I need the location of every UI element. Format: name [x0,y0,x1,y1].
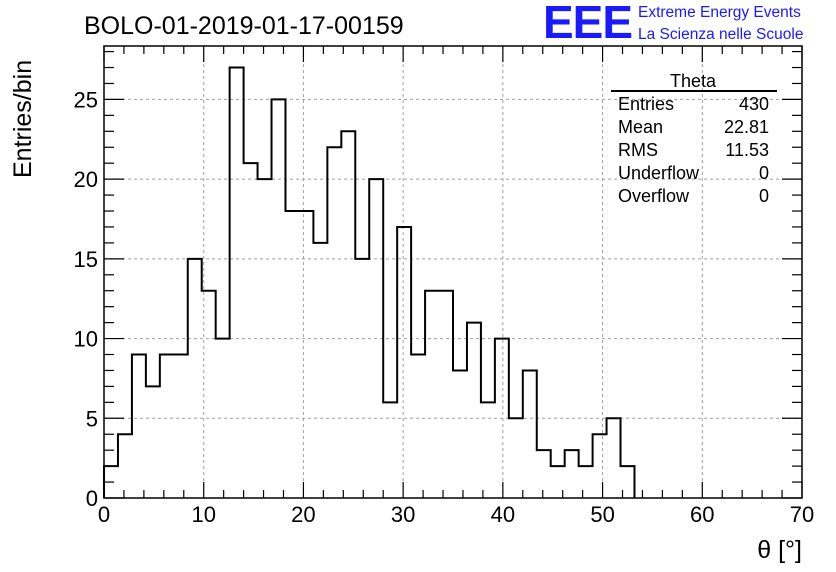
stats-row-value: 430 [739,94,769,114]
chart-title: BOLO-01-2019-01-17-00159 [84,12,404,40]
histogram-bin [579,466,593,498]
stats-row-label: RMS [618,140,658,160]
plot-frame [103,45,803,499]
x-tick-label: 20 [291,502,315,527]
y-tick-label: 10 [74,327,98,352]
histogram-bin [383,402,397,498]
histogram-outline [103,66,636,498]
histogram-bin [509,418,523,498]
histogram-bin [258,179,272,498]
stats-row-value: 11.53 [725,140,769,160]
eee-logo: EEE Extreme Energy Events La Scienza nel… [543,0,833,48]
stats-box: Theta Entries 430 Mean 22.81 RMS 11.53 Underflo… [611,71,777,206]
stats-row-value: 22.81 [724,117,769,137]
stats-row-label: Mean [618,117,663,137]
histogram-bin [118,434,132,498]
histogram-bin [313,243,327,498]
y-tick-label: 0 [86,486,98,511]
histogram-bin [411,355,425,498]
histogram-bin [341,131,355,498]
histogram-bin [188,259,202,498]
x-tick-label: 30 [391,502,415,527]
y-tick-label: 20 [74,167,98,192]
histogram-bin [397,227,411,498]
eee-logo-line1: Extreme Energy Events [638,4,801,21]
histogram-bin [355,259,369,498]
x-tick-label: 0 [98,502,110,527]
histogram-bin [299,211,313,498]
histogram-bin [160,355,174,498]
stats-box-title: Theta [670,71,717,91]
histogram-bin [467,323,481,498]
histogram-bin [439,291,453,498]
x-tick-label: 70 [790,502,814,527]
histogram-bin [565,450,579,498]
histogram-bin [244,163,258,498]
stats-row-value: 0 [759,163,769,183]
histogram-bin [453,370,467,498]
histogram-bin [272,99,286,498]
histogram-bin [174,355,188,498]
histogram-bin [607,418,621,498]
stats-row-label: Underflow [618,163,700,183]
histogram-bin [285,211,299,498]
histogram-bars [103,66,636,498]
y-tick-label: 15 [74,247,98,272]
x-axis-label: θ [°] [757,536,802,564]
stats-row-label: Overflow [618,186,690,206]
histogram-bin [523,370,537,498]
histogram-bin [425,291,439,498]
y-tick-label: 25 [74,87,98,112]
eee-logo-mark: EEE [543,0,633,48]
histogram-bin [593,434,607,498]
x-tick-label: 10 [191,502,215,527]
y-axis-label: Entries/bin [9,60,37,178]
eee-logo-line2: La Scienza nelle Scuole [638,26,804,43]
x-tick-label: 40 [491,502,515,527]
stats-row-label: Entries [618,94,674,114]
plot-border [103,45,803,499]
tick-labels: 0 10 20 30 40 50 60 70 0 5 10 15 20 25 [74,87,815,527]
stats-row-value: 0 [759,186,769,206]
histogram-bin [327,147,341,498]
histogram-bin [146,386,160,498]
x-tick-label: 50 [590,502,614,527]
histogram-bin [230,68,244,498]
histogram-bin [481,402,495,498]
axis-ticks [103,46,803,499]
histogram-bin [537,450,551,498]
y-tick-label: 5 [86,406,98,431]
histogram-bin [132,355,146,498]
x-tick-label: 60 [690,502,714,527]
histogram-bin [216,339,230,498]
grid-lines [104,46,802,498]
